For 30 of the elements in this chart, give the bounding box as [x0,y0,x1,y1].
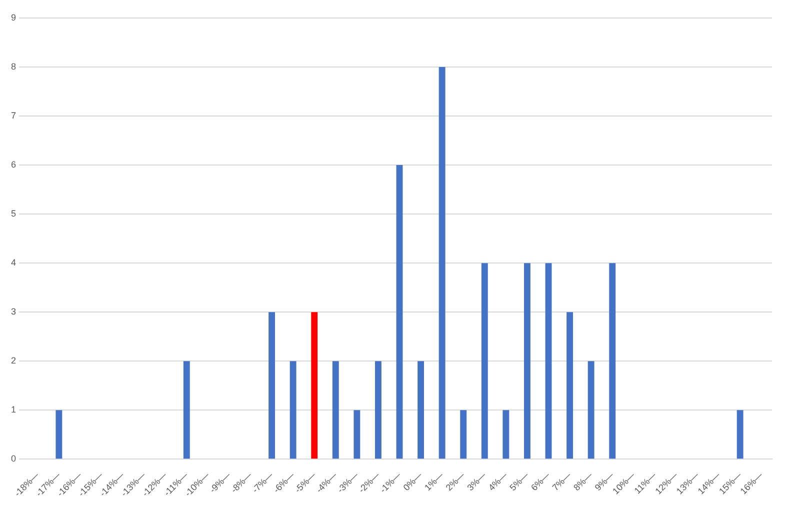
bar [502,410,510,459]
y-tick-label: 6 [10,160,16,170]
bar [183,361,190,459]
y-tick-label: 0 [10,454,16,464]
bar [588,361,594,459]
bar [545,263,552,459]
bar [736,410,744,459]
bar [56,410,62,459]
y-tick-label: 4 [10,258,16,268]
bar [354,410,360,459]
bar [375,361,382,459]
bar [290,361,296,459]
bar [566,312,574,459]
bar [609,263,616,459]
y-tick-label: 1 [10,404,16,415]
bar [311,312,318,459]
bar [418,361,424,459]
y-tick-label: 9 [10,12,16,22]
bar [438,67,446,459]
y-tick-label: 2 [10,356,16,366]
y-tick-label: 5 [10,208,16,219]
bar [481,263,488,459]
bar [268,312,276,459]
bar [460,410,467,459]
y-tick-label: 8 [10,62,16,72]
y-tick-label: 7 [10,110,16,121]
y-tick-label: 3 [10,306,16,317]
bar [396,165,403,459]
bar [524,263,530,459]
bar [332,361,339,459]
